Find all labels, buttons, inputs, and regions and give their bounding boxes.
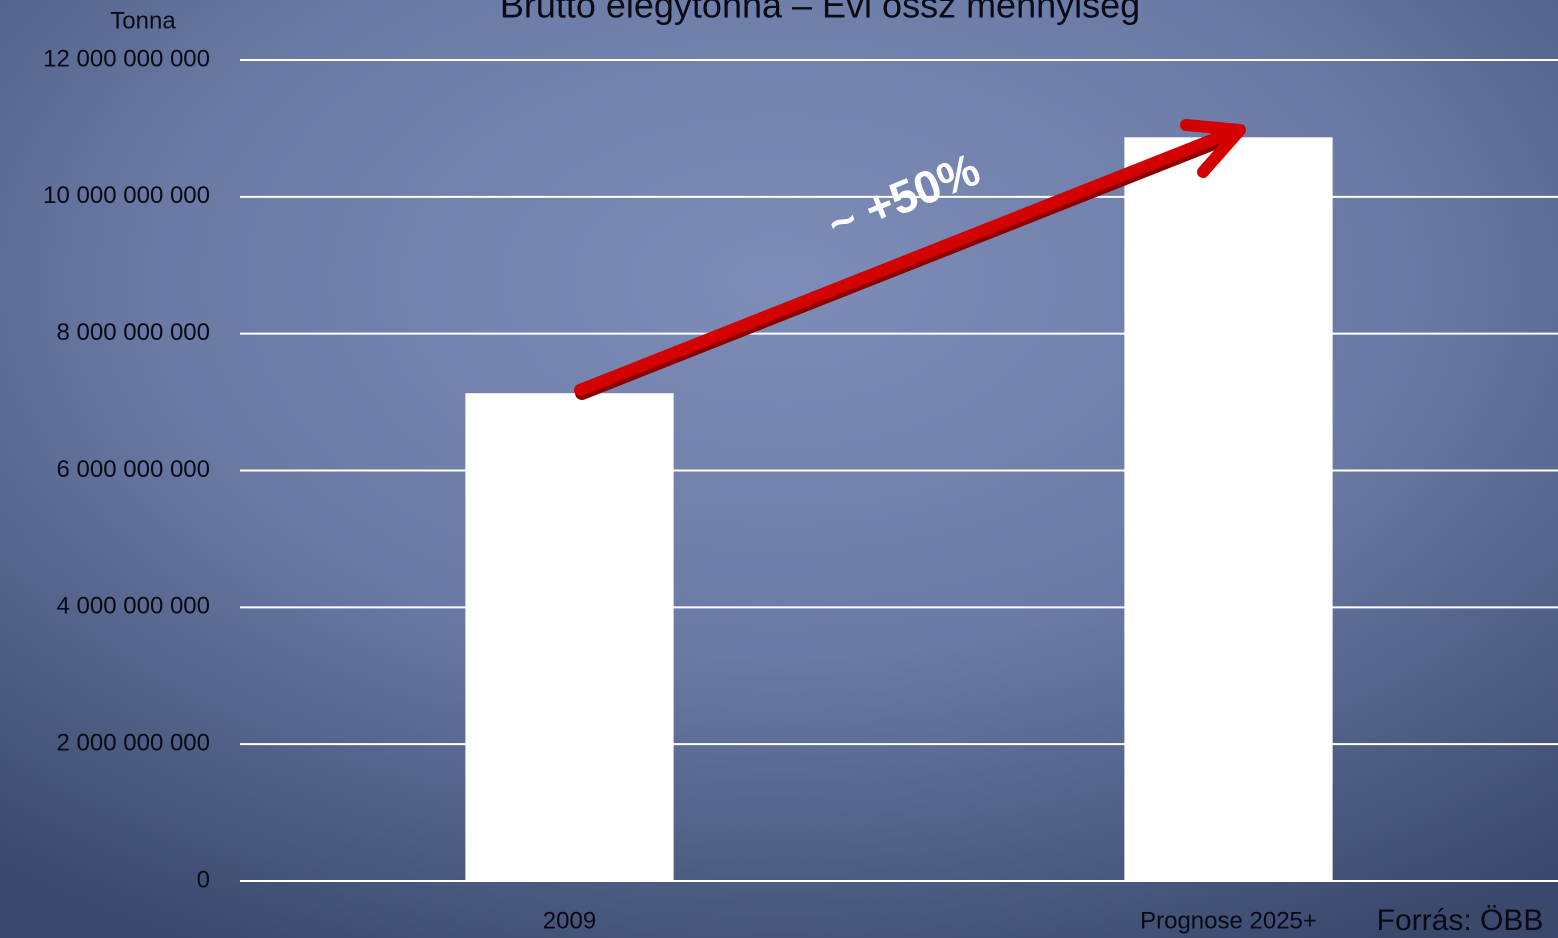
- y-tick-label: 8 000 000 000: [57, 319, 210, 346]
- arrow-head: [1180, 119, 1246, 178]
- y-axis-label: Tonna: [110, 7, 176, 34]
- source: Forrás: ÖBB: [1377, 904, 1544, 937]
- y-tick-label: 4 000 000 000: [57, 593, 210, 620]
- y-tick-label: 12 000 000 000: [43, 45, 210, 72]
- y-tick-label: 0: [197, 866, 210, 893]
- arrow-shaft: [574, 126, 1238, 396]
- bar: [1124, 137, 1333, 881]
- x-tick-label: 2009: [543, 907, 596, 934]
- bar: [465, 393, 674, 881]
- x-tick-label: Prognose 2025+: [1140, 907, 1317, 934]
- y-tick-label: 2 000 000 000: [57, 730, 210, 757]
- trend-arrow: [574, 119, 1246, 400]
- y-tick-label: 6 000 000 000: [57, 456, 210, 483]
- chart-title: Brutto elegytonna – Évi össz mennyiség: [500, 0, 1140, 26]
- y-tick-label: 10 000 000 000: [43, 182, 210, 209]
- plot: 0 2 000 000 000 4 000 000 000 6 000 000 000…: [43, 45, 1558, 934]
